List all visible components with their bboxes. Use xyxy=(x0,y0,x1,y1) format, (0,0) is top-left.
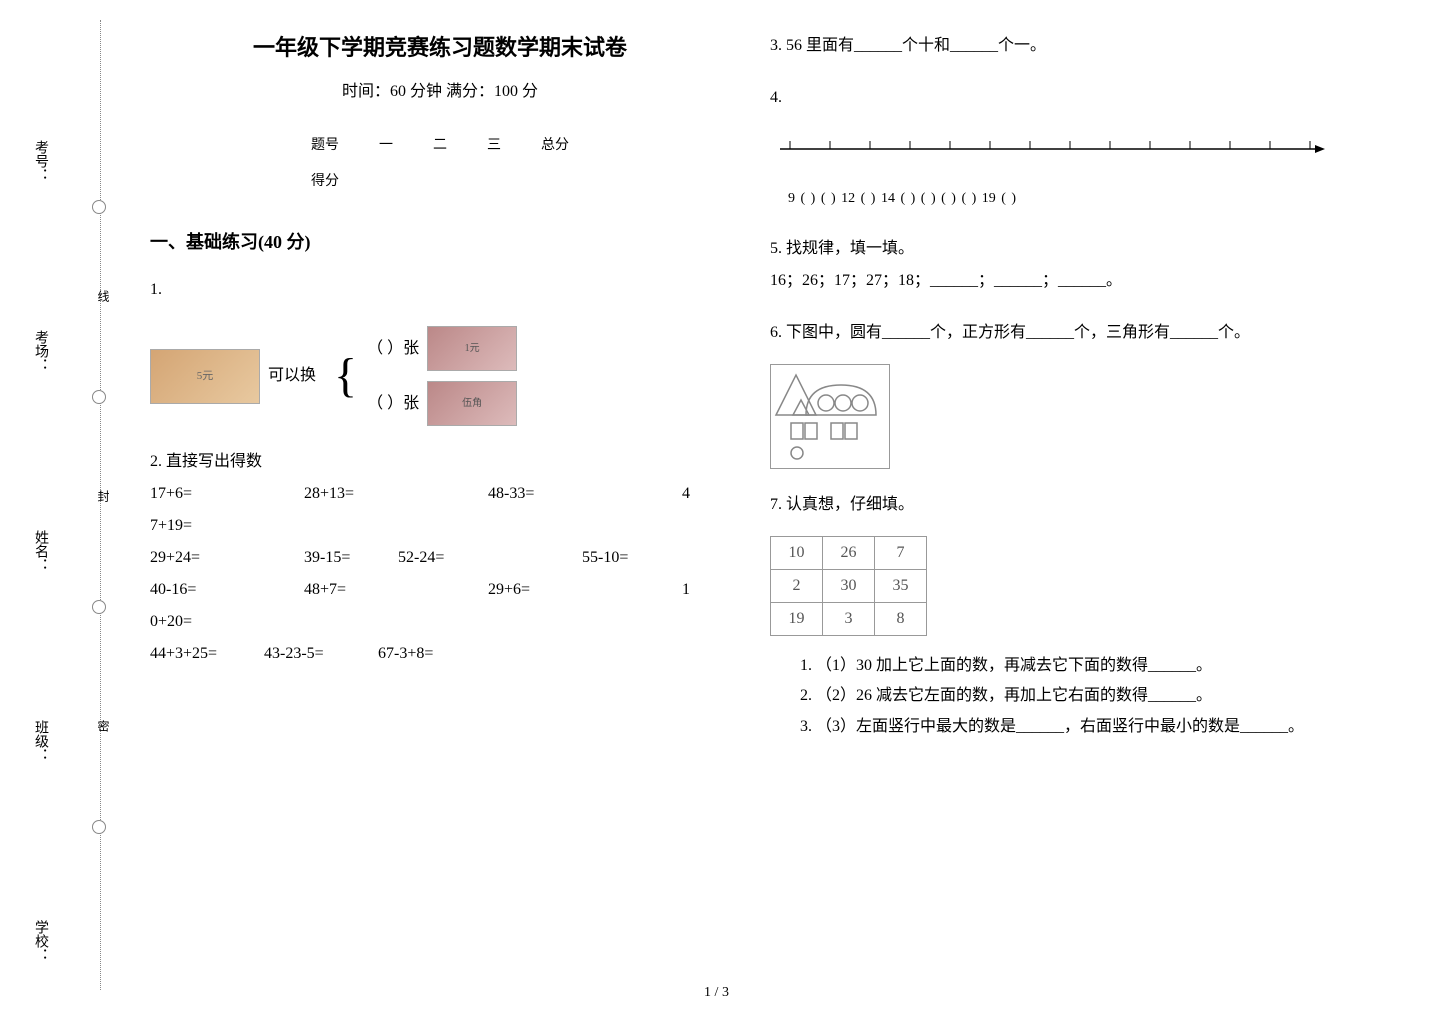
label-number: 考号： xyxy=(30,140,50,182)
calc-item: 28+13= xyxy=(304,478,484,510)
q1-blank-2: （ ）张 xyxy=(367,388,419,420)
question-2: 2. 直接写出得数 17+6= 28+13= 48-33= 4 7+19= 29… xyxy=(150,446,730,670)
calc-item: 43-23-5= xyxy=(264,638,374,670)
score-col-3: 三 xyxy=(467,126,521,162)
score-blank xyxy=(359,162,413,198)
q7-sub1: （1）30 加上它上面的数，再减去它下面的数得______。 xyxy=(816,657,1212,674)
exam-title: 一年级下学期竞赛练习题数学期末试卷 xyxy=(150,30,730,62)
score-header-2: 得分 xyxy=(291,162,359,198)
calc-item: 40-16= xyxy=(150,574,300,606)
q1-num: 1. xyxy=(150,274,730,306)
calc-item: 7+19= xyxy=(150,510,192,542)
sub-num: 3. xyxy=(800,718,812,735)
calc-item: 0+20= xyxy=(150,606,192,638)
table-cell: 35 xyxy=(875,570,927,603)
cut-label-mi: 密 xyxy=(95,720,112,732)
cut-label-feng: 封 xyxy=(95,490,112,502)
calc-item: 39-15= xyxy=(304,542,394,574)
number-line-labels: 9 ( ) ( ) 12 ( ) 14 ( ) ( ) ( ) ( ) 19 (… xyxy=(770,185,1350,213)
q5-seq: 16；26；17；27；18；______；______；______。 xyxy=(770,265,1350,297)
table-cell: 26 xyxy=(823,537,875,570)
score-blank xyxy=(467,162,521,198)
bracket-icon: { xyxy=(334,328,357,424)
calc-item: 48-33= xyxy=(488,478,678,510)
table-cell: 8 xyxy=(875,603,927,636)
q6-text: 6. 下图中，圆有______个，正方形有______个，三角形有______个… xyxy=(770,317,1350,349)
label-name: 姓名： xyxy=(30,530,50,572)
calc-item: 55-10= xyxy=(582,542,628,574)
cut-line xyxy=(100,20,101,990)
table-cell: 19 xyxy=(771,603,823,636)
score-col-2: 二 xyxy=(413,126,467,162)
label-school: 学校： xyxy=(30,920,50,962)
calc-item: 67-3+8= xyxy=(378,638,433,670)
sub-num: 1. xyxy=(800,657,812,674)
calc-item: 48+7= xyxy=(304,574,484,606)
table-cell: 10 xyxy=(771,537,823,570)
question-5: 5. 找规律，填一填。 16；26；17；27；18；______；______… xyxy=(770,233,1350,297)
question-3: 3. 56 里面有______个十和______个一。 xyxy=(770,30,1350,62)
table-cell: 3 xyxy=(823,603,875,636)
question-4: 4. xyxy=(770,82,1350,213)
score-blank xyxy=(413,162,467,198)
page-number: 1 / 3 xyxy=(704,985,729,1001)
score-col-1: 一 xyxy=(359,126,413,162)
calc-item: 1 xyxy=(682,574,690,606)
q7-sublist: 1. （1）30 加上它上面的数，再减去它下面的数得______。 2. （2）… xyxy=(770,651,1350,742)
label-room: 考场： xyxy=(30,330,50,372)
circle-mark-4 xyxy=(92,200,106,214)
money-5jiao-icon: 伍角 xyxy=(427,381,517,426)
calc-item: 44+3+25= xyxy=(150,638,260,670)
calc-item: 29+6= xyxy=(488,574,678,606)
binding-side-labels: 学校： 班级： 姓名： 考场： 考号： xyxy=(30,0,90,1011)
q5-text: 5. 找规律，填一填。 xyxy=(770,233,1350,265)
calc-item: 4 xyxy=(682,478,690,510)
calc-item: 52-24= xyxy=(398,542,578,574)
q1-blank-1: （ ）张 xyxy=(367,333,419,365)
q7-title: 7. 认真想，仔细填。 xyxy=(770,489,1350,521)
q7-table: 10 26 7 2 30 35 19 3 8 xyxy=(770,536,927,636)
label-class: 班级： xyxy=(30,720,50,762)
circle-mark-3 xyxy=(92,390,106,404)
table-cell: 30 xyxy=(823,570,875,603)
table-cell: 7 xyxy=(875,537,927,570)
left-column: 一年级下学期竞赛练习题数学期末试卷 时间：60 分钟 满分：100 分 题号 一… xyxy=(130,20,750,990)
money-1yuan-icon: 1元 xyxy=(427,326,517,371)
section-1-title: 一、基础练习(40 分) xyxy=(150,228,730,254)
q2-title: 2. 直接写出得数 xyxy=(150,446,730,478)
cut-label-xian: 线 xyxy=(95,290,112,302)
q7-sub2: （2）26 减去它左面的数，再加上它右面的数得______。 xyxy=(816,687,1212,704)
score-header-1: 题号 xyxy=(291,126,359,162)
exam-subtitle: 时间：60 分钟 满分：100 分 xyxy=(150,77,730,101)
circle-mark-1 xyxy=(92,820,106,834)
q4-num: 4. xyxy=(770,82,1350,114)
score-blank xyxy=(521,162,589,198)
table-cell: 2 xyxy=(771,570,823,603)
score-col-4: 总分 xyxy=(521,126,589,162)
calc-item: 29+24= xyxy=(150,542,300,574)
shapes-diagram xyxy=(770,364,890,469)
q7-sub3: （3）左面竖行中最大的数是______，右面竖行中最小的数是______。 xyxy=(816,718,1304,735)
money-5yuan-icon: 5元 xyxy=(150,349,260,404)
question-1: 1. 5元 可以换 { （ ）张 1元 （ ）张 伍角 xyxy=(150,274,730,426)
right-column: 3. 56 里面有______个十和______个一。 4. xyxy=(750,20,1370,990)
exchange-text: 可以换 xyxy=(268,360,316,392)
circle-mark-2 xyxy=(92,600,106,614)
calc-item: 17+6= xyxy=(150,478,300,510)
sub-num: 2. xyxy=(800,687,812,704)
score-table: 题号 一 二 三 总分 得分 xyxy=(291,126,589,198)
question-7: 7. 认真想，仔细填。 10 26 7 2 30 35 19 3 8 xyxy=(770,489,1350,742)
number-line: 9 ( ) ( ) 12 ( ) 14 ( ) ( ) ( ) ( ) 19 (… xyxy=(770,129,1350,213)
question-6: 6. 下图中，圆有______个，正方形有______个，三角形有______个… xyxy=(770,317,1350,469)
